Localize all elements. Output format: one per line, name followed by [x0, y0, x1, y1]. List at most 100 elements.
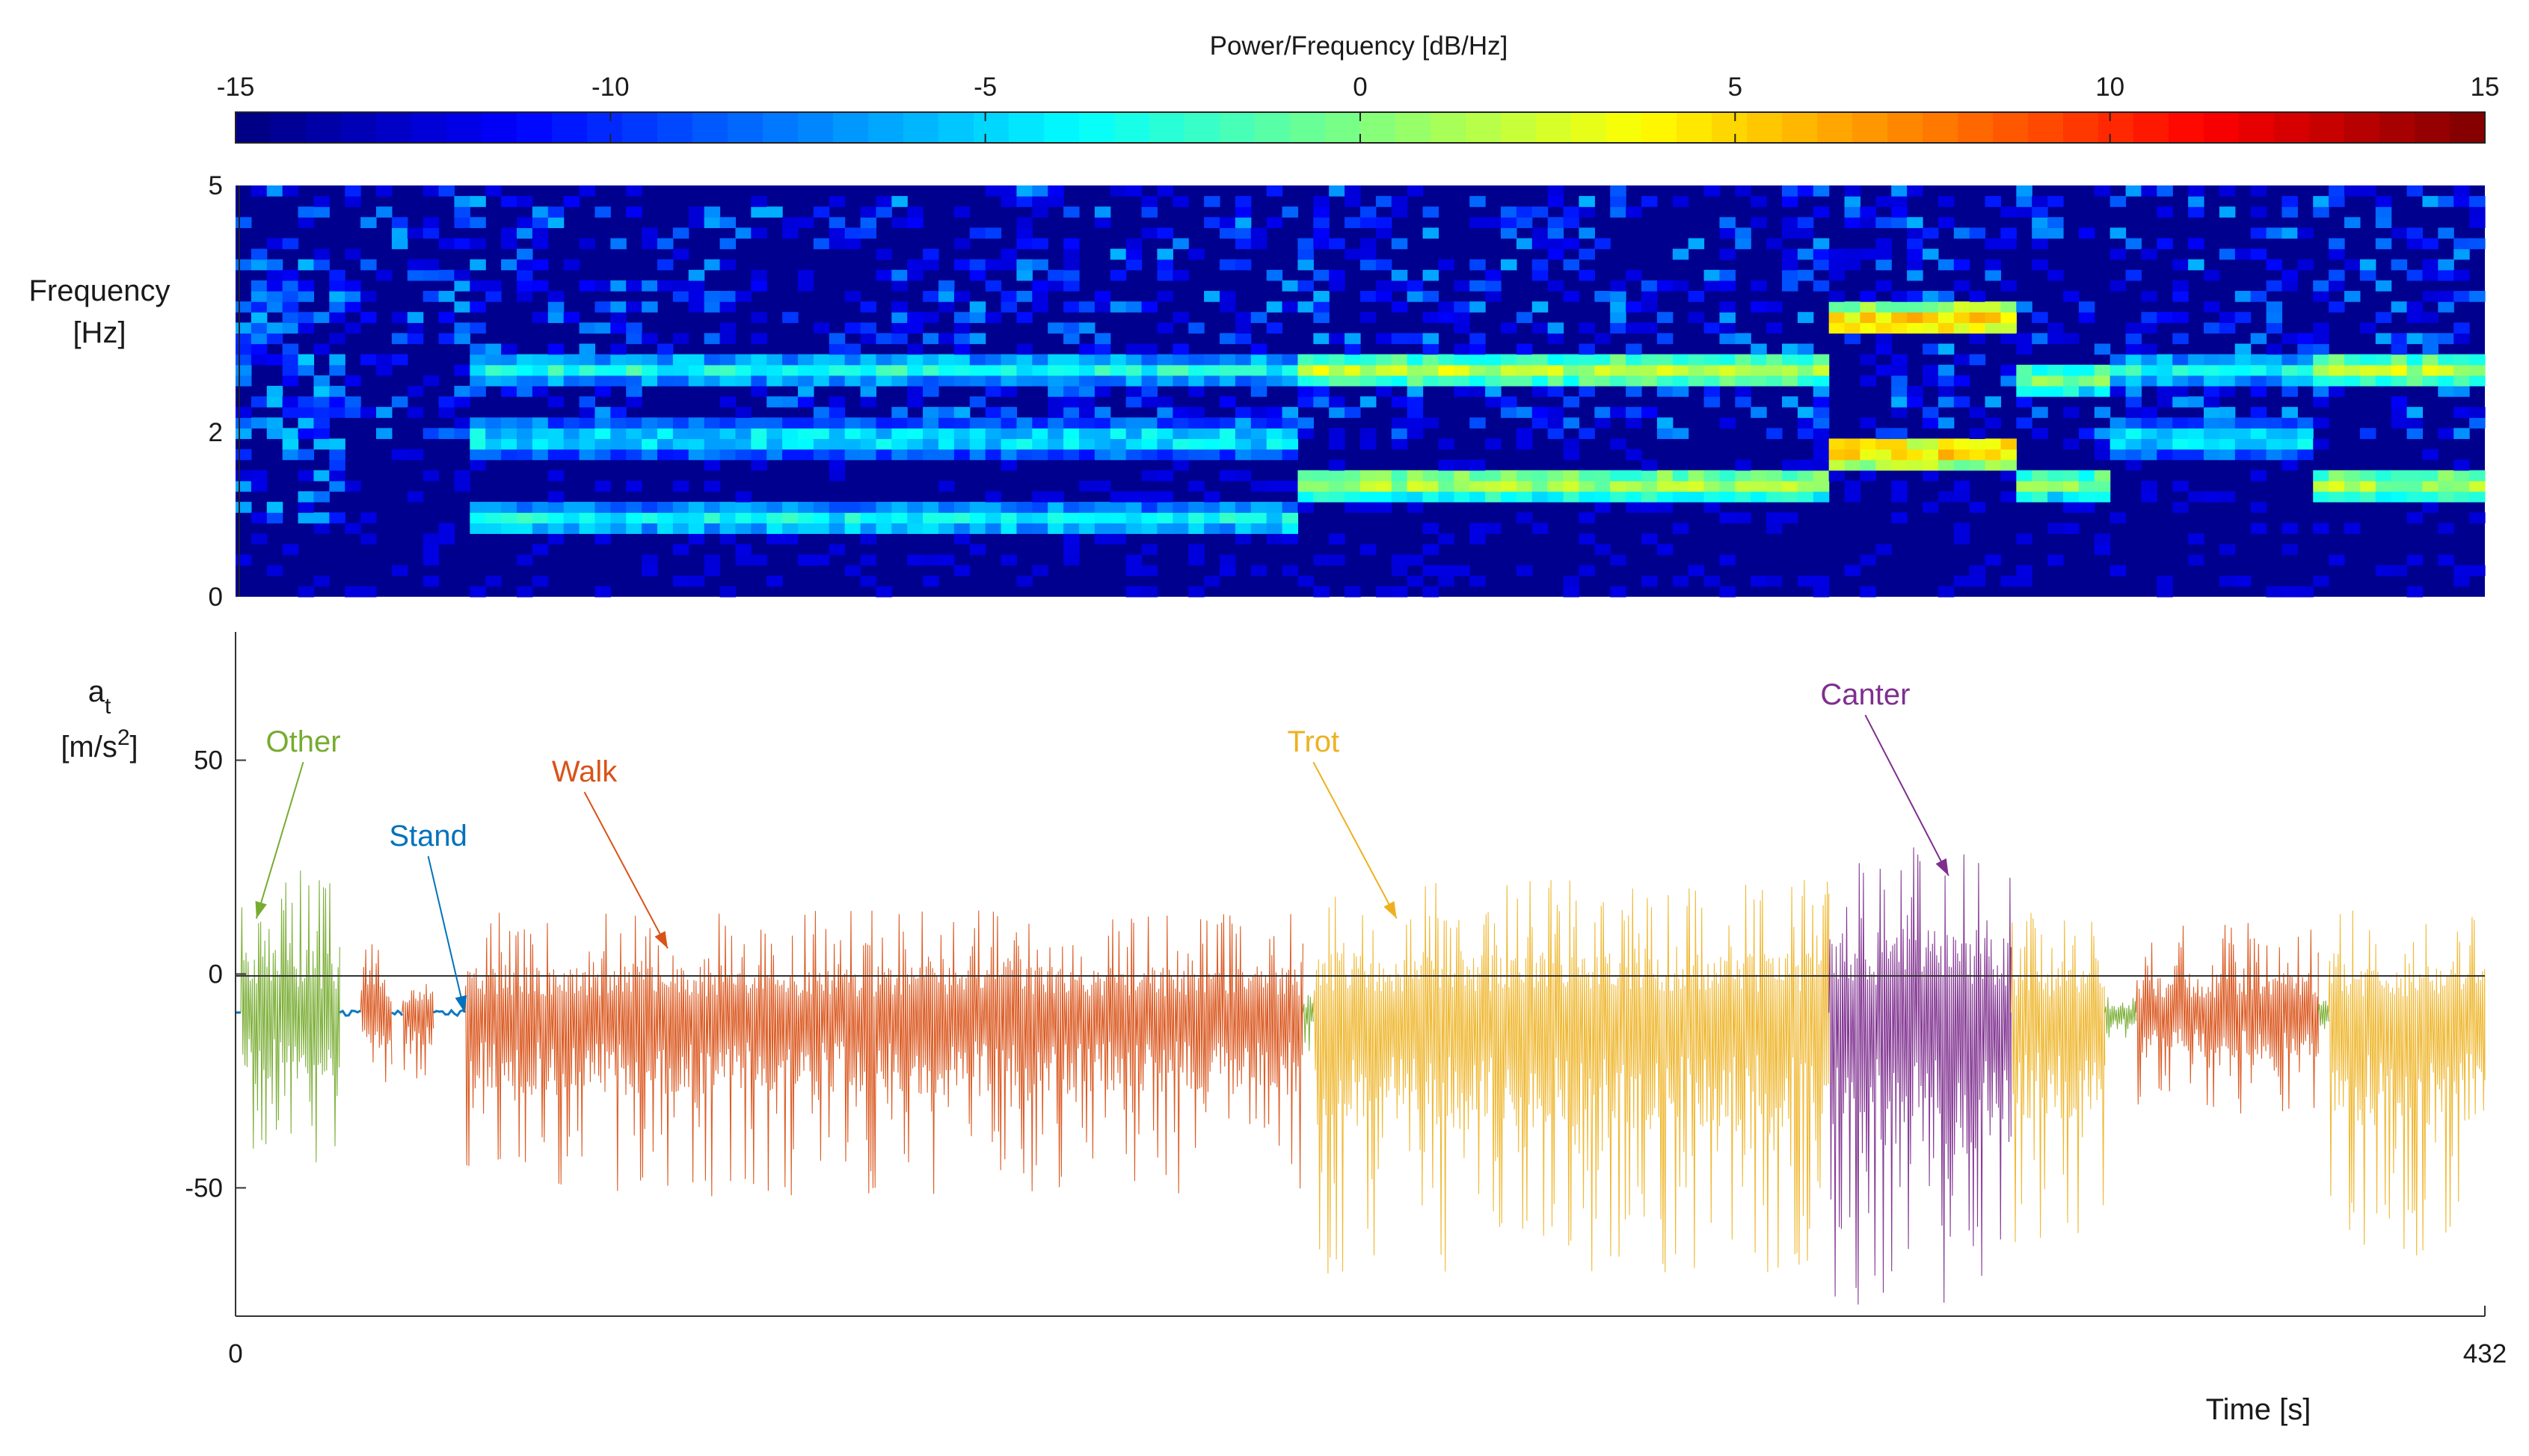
spectrogram-cell — [1048, 364, 1064, 376]
spectrogram-cell — [829, 396, 846, 408]
spectrogram-cell — [1735, 470, 1751, 482]
spectrogram-cell — [798, 417, 814, 428]
spectrogram-cell — [517, 291, 533, 302]
spectrogram-cell — [907, 385, 924, 397]
spectrogram-cell — [860, 502, 877, 513]
spectrogram-cell — [1735, 375, 1751, 387]
spectrogram-cell — [1329, 238, 1345, 250]
spectrogram-cell — [1375, 291, 1392, 302]
spectrogram-cell — [1360, 206, 1377, 218]
spectrogram-cell — [1422, 417, 1439, 428]
spectrogram-cell — [1907, 385, 1923, 397]
spectrogram-cell — [1563, 575, 1580, 587]
spectrogram-cell — [517, 438, 533, 450]
spectrogram-cell — [829, 375, 846, 387]
spectrogram-cell — [1391, 280, 1408, 292]
spectrogram-cell — [860, 206, 877, 218]
spectrogram-cell — [1907, 217, 1923, 229]
spectrogram-cell — [766, 206, 783, 218]
spectrogram-cell — [626, 523, 642, 534]
spectrogram-cell — [1266, 185, 1283, 197]
spectrogram-cell — [1125, 238, 1143, 250]
spectrogram-cell — [470, 417, 486, 428]
spectrogram-cell — [2438, 480, 2454, 492]
spectrogram-cell — [2032, 333, 2048, 345]
spectrogram-cell — [407, 407, 424, 418]
spectrogram-cell — [2063, 438, 2080, 450]
spectrogram-cell — [1547, 407, 1564, 418]
spectrogram-cell — [1329, 396, 1345, 408]
spectrogram-cell — [1282, 428, 1299, 440]
spectrogram-cell — [1329, 185, 1345, 197]
spectrogram-cell — [907, 396, 924, 408]
spectrogram-cell — [407, 333, 424, 345]
spectrogram-cell — [391, 449, 408, 461]
spectrogram-cell — [2359, 491, 2376, 503]
spectrogram-cell — [1282, 533, 1299, 545]
spectrogram-cell — [1923, 312, 1939, 323]
spectrogram-cell — [610, 449, 627, 461]
spectrogram-cell — [1813, 396, 1830, 408]
spectrogram-cell — [751, 280, 767, 292]
spectrogram-cell — [2032, 428, 2048, 440]
spectrogram-cell — [1001, 385, 1018, 397]
spectrogram-cell — [1485, 480, 1502, 492]
spectrogram-cell — [1110, 354, 1127, 366]
spectrogram-cell — [1891, 491, 1908, 503]
spectrogram-cell — [2047, 480, 2064, 492]
spectrogram-cell — [1032, 428, 1048, 440]
spectrogram-cell — [751, 554, 767, 566]
spectrogram-cell — [329, 280, 345, 292]
spectrogram-cell — [1953, 438, 1970, 450]
spectrogram-cell — [829, 449, 846, 461]
spectrogram-cell — [1860, 438, 1876, 450]
spectrogram-cell — [1125, 565, 1143, 577]
spectrogram-cell — [798, 354, 814, 366]
spectrogram-cell — [485, 375, 502, 387]
spectrogram-cell — [1641, 322, 1658, 334]
spectrogram-cell — [2422, 491, 2439, 503]
spectrogram-cell — [1501, 206, 1517, 218]
spectrogram-cell — [751, 364, 767, 376]
spectrogram-cell — [2469, 364, 2486, 376]
spectrogram-cell — [236, 354, 252, 366]
spectrogram-cell — [1313, 269, 1330, 281]
spectrogram-cell — [1001, 248, 1018, 260]
spectrogram-cell — [642, 301, 658, 313]
spectrogram-cell — [953, 238, 971, 250]
spectrogram-cell — [1422, 333, 1439, 345]
spectrogram-cell — [532, 385, 549, 397]
spectrogram-cell — [470, 512, 486, 523]
spectrogram-cell — [1860, 206, 1876, 218]
spectrogram-cell — [298, 217, 315, 229]
spectrogram-cell — [2172, 364, 2189, 376]
spectrogram-cell — [501, 523, 517, 534]
spectrogram-cell — [1391, 206, 1408, 218]
spectrogram-cell — [1454, 312, 1470, 323]
spectrogram-cell — [1923, 322, 1939, 334]
spectrogram-cell — [1891, 512, 1908, 523]
spectrogram-cell — [844, 291, 861, 302]
spectrogram-cell — [501, 343, 517, 355]
spectrogram-cell — [1719, 470, 1736, 482]
spectrogram-cell — [2157, 428, 2173, 440]
spectrogram-cell — [2469, 291, 2486, 302]
spectrogram-cell — [1469, 385, 1486, 397]
spectrogram-cell — [1235, 312, 1252, 323]
spectrogram-cell — [2422, 196, 2439, 207]
spectrogram-cell — [766, 533, 783, 545]
spectrogram-cell — [2329, 280, 2345, 292]
spectrogram-cell — [1485, 280, 1502, 292]
spectrogram-cell — [313, 196, 330, 207]
spectrogram-cell — [1844, 322, 1861, 334]
spectrogram-cell — [594, 523, 611, 534]
spectrogram-cell — [313, 512, 330, 523]
spectrogram-cell — [2157, 575, 2173, 587]
spectrogram-cell — [1188, 322, 1205, 334]
spectrogram-cell — [1032, 502, 1048, 513]
spectrogram-cell — [1516, 217, 1533, 229]
spectrogram-cell — [2047, 491, 2064, 503]
spectrogram-cell — [2329, 554, 2345, 566]
spectrogram-cell — [298, 449, 315, 461]
spectrogram-cell — [1250, 354, 1267, 366]
